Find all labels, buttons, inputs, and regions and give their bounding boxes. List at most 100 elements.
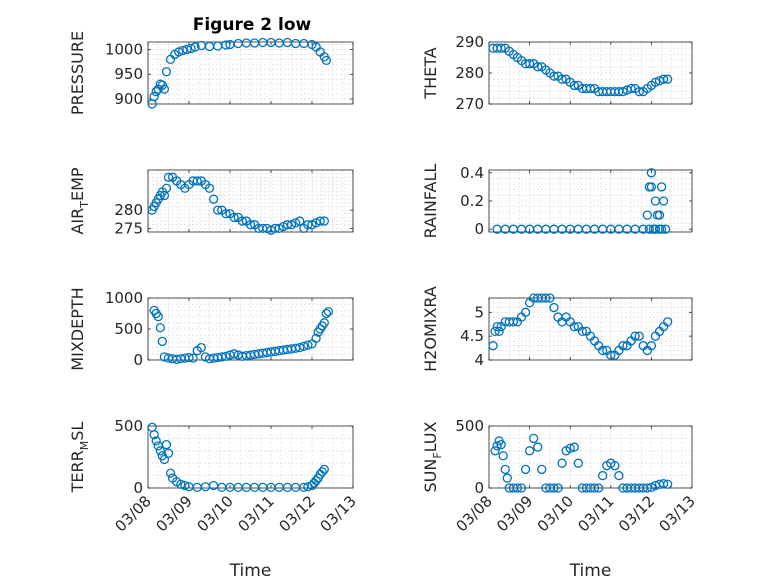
- subplot-theta: 270 280 290 THETA: [421, 33, 693, 113]
- data-points: [490, 433, 673, 493]
- data-point: [153, 311, 163, 322]
- data-point: [569, 80, 579, 91]
- y-axis-label: H2OMIXRA: [421, 286, 440, 372]
- data-point: [165, 468, 176, 478]
- data-point: [241, 482, 252, 493]
- data-point: [533, 62, 543, 72]
- data-point: [249, 482, 260, 493]
- data-point: [660, 224, 671, 234]
- data-point: [569, 442, 579, 452]
- y-axis-label: TERRMSL: [68, 422, 91, 494]
- data-point: [323, 306, 334, 317]
- data-point: [237, 216, 247, 226]
- data-point: [496, 439, 506, 450]
- y-axis-label: RAINFALL: [421, 164, 440, 239]
- data-point: [638, 224, 648, 234]
- data-point: [319, 216, 329, 226]
- data-point: [159, 84, 170, 94]
- data-point: [319, 464, 329, 475]
- y-tick-label: 500: [114, 320, 143, 338]
- data-point: [662, 317, 673, 327]
- data-point: [642, 210, 652, 220]
- data-point: [299, 38, 309, 49]
- data-point: [295, 216, 305, 226]
- y-tick-label: 0.2: [460, 192, 484, 210]
- subplot-pressure: 900 950 1000 PRESSURE: [68, 31, 354, 115]
- data-point: [321, 55, 332, 66]
- data-point: [490, 446, 500, 456]
- data-point: [662, 479, 673, 489]
- data-point: [221, 209, 231, 219]
- data-point: [155, 323, 165, 333]
- x-tick-label: 03/10: [194, 492, 237, 535]
- data-point: [186, 43, 196, 54]
- data-point: [492, 441, 502, 451]
- data-point: [180, 480, 190, 491]
- data-point: [500, 464, 510, 475]
- data-point: [634, 86, 644, 97]
- data-point: [516, 483, 527, 493]
- y-axis-label: PRESSURE: [68, 31, 87, 115]
- x-axis-label: Time: [569, 561, 612, 581]
- data-point: [646, 341, 657, 351]
- y-tick-label: 270: [455, 95, 484, 113]
- data-point: [200, 482, 211, 492]
- data-points: [147, 172, 329, 235]
- data-point: [161, 439, 172, 450]
- data-point: [295, 342, 305, 353]
- data-points: [149, 305, 334, 365]
- data-point: [184, 352, 194, 363]
- data-point: [606, 350, 616, 360]
- grid-lines: [488, 170, 693, 232]
- data-point: [321, 308, 332, 319]
- data-point: [577, 326, 588, 337]
- y-tick-label: 4.5: [460, 327, 484, 345]
- data-point: [213, 205, 223, 215]
- data-point: [492, 321, 502, 332]
- data-point: [545, 293, 555, 303]
- data-point: [646, 182, 657, 192]
- data-point: [512, 483, 523, 493]
- x-tick-label: 03/12: [276, 492, 319, 535]
- data-point: [311, 475, 321, 486]
- x-tick-label: 03/11: [235, 492, 278, 535]
- data-point: [598, 470, 608, 481]
- data-point: [549, 483, 559, 493]
- data-point: [658, 479, 669, 489]
- y-tick-label: 0: [474, 479, 484, 497]
- subplot-rainfall: 0 0.2 0.4 RAINFALL: [421, 164, 693, 239]
- data-point: [159, 454, 170, 465]
- axes-box: [147, 169, 354, 233]
- y-tick-label: 500: [114, 417, 143, 435]
- data-point: [192, 176, 202, 186]
- data-point: [650, 77, 661, 87]
- x-tick-label: 03/13: [317, 492, 360, 535]
- data-point: [161, 183, 172, 193]
- y-tick-label: 950: [114, 65, 143, 83]
- y-tick-label: 280: [114, 201, 143, 219]
- x-tick-label: 03/13: [656, 492, 699, 535]
- data-point: [229, 349, 239, 359]
- data-point: [151, 436, 161, 446]
- data-point: [520, 307, 531, 317]
- data-point: [490, 326, 500, 337]
- y-axis-label: AIRTEMP: [68, 167, 91, 234]
- y-tick-label: 290: [455, 33, 484, 51]
- data-point: [593, 483, 604, 493]
- subplot-h2omixra: 4 4.5 5 H2OMIXRA: [421, 286, 693, 372]
- x-tick-label: 03/09: [493, 492, 536, 535]
- x-axis-label: Time: [229, 561, 272, 581]
- data-point: [229, 212, 239, 223]
- y-tick-label: 275: [114, 219, 143, 237]
- y-tick-label: 280: [455, 64, 484, 82]
- data-point: [614, 470, 624, 481]
- data-point: [311, 333, 321, 343]
- data-point: [618, 341, 628, 351]
- data-point: [658, 196, 669, 206]
- data-point: [188, 353, 198, 363]
- data-point: [221, 351, 231, 361]
- y-axis-label: SUNFLUX: [421, 421, 444, 492]
- grid-lines: [488, 425, 693, 489]
- data-point: [258, 482, 268, 493]
